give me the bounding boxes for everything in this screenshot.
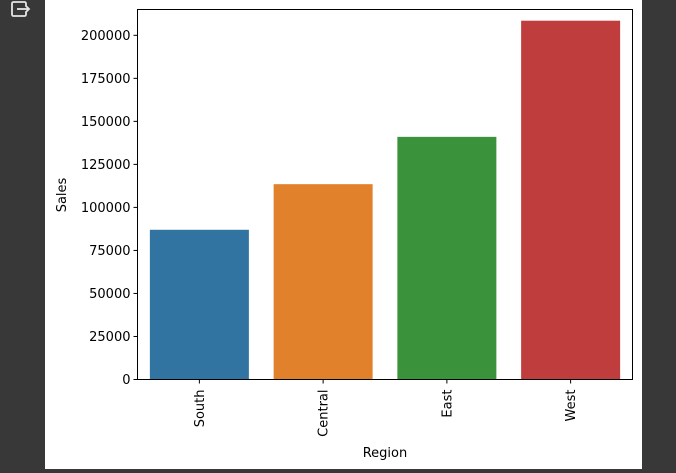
right-gutter [642,0,676,469]
y-tick-label: 25000 [89,330,130,345]
export-output-icon[interactable] [9,0,33,20]
y-tick-label: 50000 [89,287,130,302]
y-tick-label: 175000 [81,72,131,87]
y-axis-ticks: 0 25000 50000 75000 100000 125000 150000 175000… [81,29,138,388]
y-tick-label: 150000 [81,115,131,130]
x-tick-label: East [440,390,455,418]
x-tick-label: Central [317,390,332,437]
y-tick-label: 200000 [81,29,131,44]
y-tick-label: 75000 [89,244,130,259]
y-tick-label: 0 [122,373,130,388]
left-gutter [0,0,45,469]
x-tick-label: West [564,390,579,422]
bar-east [397,136,497,380]
bar-west [521,20,621,380]
x-axis-ticks: South Central East West [193,379,579,437]
plot-frame [137,9,633,380]
bars-layer [149,20,621,380]
y-tick-label: 100000 [81,201,131,216]
y-tick-label: 125000 [81,158,131,173]
figure-canvas: 0 25000 50000 75000 100000 125000 150000 175000… [45,0,642,469]
x-tick-label: South [193,390,208,428]
bar-central [273,184,373,380]
x-axis-label: Region [363,446,408,461]
y-axis-label: Sales [55,177,70,212]
bar-south [149,229,249,380]
bar-chart: 0 25000 50000 75000 100000 125000 150000 175000… [55,9,633,461]
